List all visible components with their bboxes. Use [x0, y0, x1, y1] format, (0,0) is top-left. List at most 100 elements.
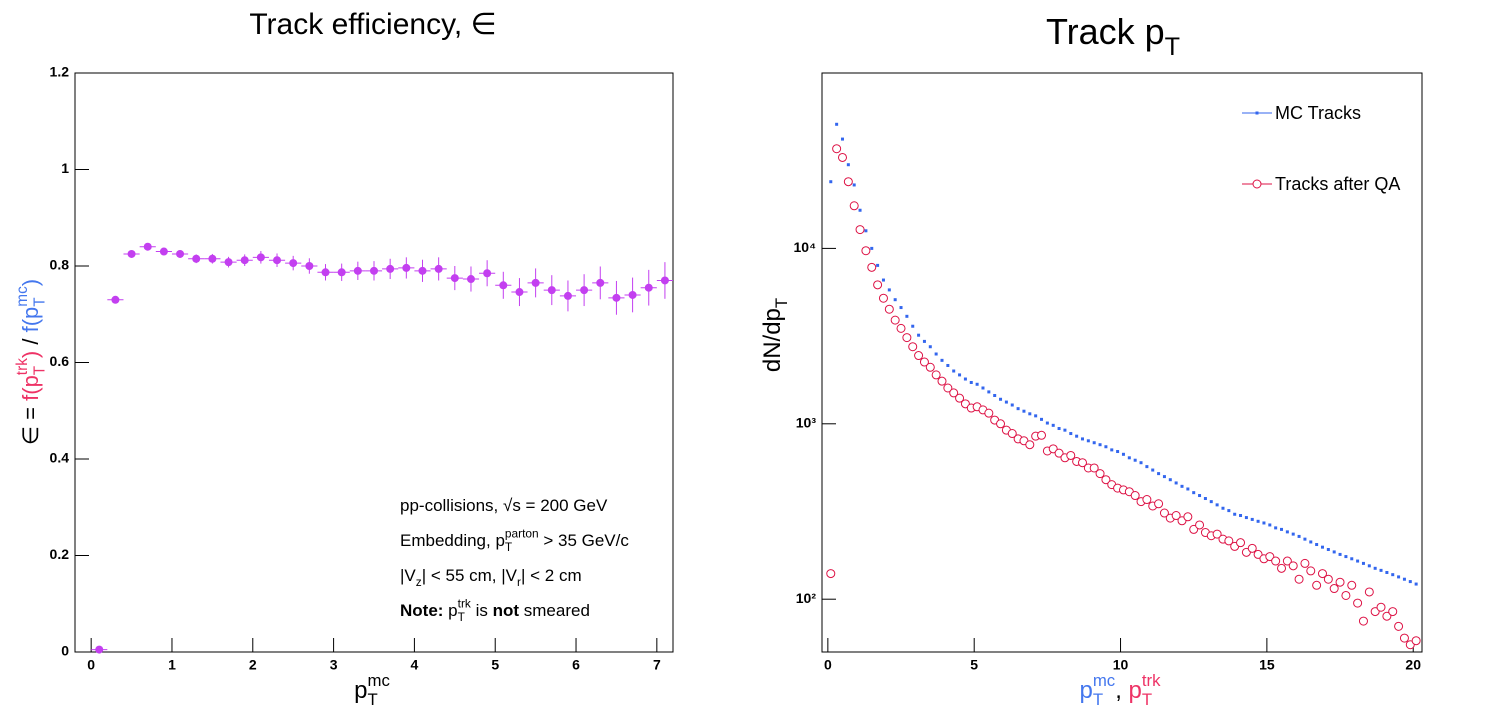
data-point	[1077, 458, 1087, 468]
data-point	[1151, 468, 1155, 472]
data-point	[1195, 520, 1205, 530]
text-part: T	[772, 298, 791, 308]
data-point	[993, 393, 997, 397]
data-point	[905, 314, 909, 318]
text-part: mc	[1093, 671, 1115, 690]
data-point	[1069, 432, 1073, 436]
annotation: Embedding, pTparton > 35 GeV/c	[400, 527, 629, 555]
data-point	[849, 201, 859, 211]
data-point	[878, 293, 888, 303]
x-tick-label: 10	[1113, 657, 1129, 673]
data-point	[1025, 440, 1035, 450]
data-point	[1303, 537, 1307, 541]
data-point	[1192, 491, 1196, 495]
data-point	[1168, 478, 1172, 482]
chart-title: Track efficiency, ∈	[249, 8, 496, 41]
data-point	[1370, 607, 1380, 617]
data-point	[1016, 407, 1020, 411]
data-point	[1247, 543, 1257, 553]
data-point	[353, 266, 362, 275]
text-part: mc	[14, 286, 31, 307]
text-part: not	[493, 601, 520, 620]
text-part: is	[471, 601, 493, 620]
data-point	[450, 274, 459, 283]
data-point	[1054, 448, 1064, 458]
data-point	[1347, 580, 1357, 590]
data-point	[1174, 481, 1178, 485]
y-tick-label: 10²	[796, 590, 817, 606]
data-point	[963, 377, 967, 381]
data-point	[1198, 494, 1202, 498]
data-point	[1057, 427, 1061, 431]
text-part: mc	[367, 671, 389, 690]
text-part: smeared	[519, 601, 590, 620]
data-point	[1028, 412, 1032, 416]
data-point	[612, 293, 621, 302]
data-point	[1256, 519, 1260, 523]
text-part: trk	[458, 597, 471, 611]
data-point	[911, 324, 915, 328]
text-part: p	[443, 601, 457, 620]
data-point	[1326, 548, 1330, 552]
data-point	[946, 363, 950, 367]
data-point	[1051, 423, 1055, 427]
data-point	[837, 152, 847, 162]
y-tick-label: 0.6	[50, 353, 70, 369]
data-point	[176, 249, 185, 258]
data-point	[884, 304, 894, 314]
data-point	[896, 323, 906, 333]
text-part: | < 2 cm	[521, 566, 582, 585]
data-point	[192, 254, 201, 263]
data-point	[660, 276, 669, 285]
plot-frame	[821, 72, 1423, 653]
data-point	[1382, 611, 1392, 621]
data-point	[1037, 430, 1047, 440]
data-point	[1291, 532, 1295, 536]
data-point	[1224, 536, 1234, 546]
data-point	[1341, 590, 1351, 600]
data-point	[370, 266, 378, 275]
data-point	[931, 370, 941, 380]
text-part: trk	[14, 358, 31, 375]
text-part: p	[1129, 677, 1142, 704]
data-point	[596, 278, 605, 287]
data-point	[273, 256, 282, 265]
text-part: T	[1142, 690, 1152, 709]
data-point	[873, 280, 883, 290]
data-point	[949, 388, 959, 398]
annotation: Note: pTtrk is not smeared	[400, 597, 590, 625]
data-point	[434, 264, 443, 273]
data-point	[386, 264, 395, 273]
data-point	[864, 229, 868, 233]
data-point	[531, 278, 540, 287]
data-point	[1353, 598, 1363, 608]
y-tick-label: 0.2	[50, 546, 70, 562]
data-point	[1101, 475, 1111, 485]
data-point	[1159, 508, 1169, 518]
data-point	[846, 163, 850, 167]
text-part: pp-collisions, √s = 200 GeV	[400, 496, 608, 515]
data-point	[1121, 452, 1125, 456]
data-point	[914, 351, 924, 361]
data-point	[1089, 463, 1099, 473]
data-point	[1007, 429, 1017, 439]
data-point	[940, 358, 944, 362]
data-point	[1297, 534, 1301, 538]
data-point	[937, 376, 947, 386]
data-point	[1385, 570, 1389, 574]
data-point	[852, 183, 856, 187]
text-part: Note:	[400, 601, 443, 620]
annotation: pp-collisions, √s = 200 GeV	[400, 496, 608, 515]
data-point	[1411, 636, 1421, 646]
data-point	[1110, 448, 1114, 452]
data-point	[1116, 450, 1120, 454]
data-point	[934, 352, 938, 356]
text-part: > 35 GeV/c	[539, 531, 630, 550]
text-part: dN/dp	[759, 308, 786, 372]
data-point	[1048, 444, 1058, 454]
text-part: )	[18, 279, 43, 286]
data-point	[832, 144, 842, 154]
data-point	[1317, 569, 1327, 579]
data-point	[955, 393, 965, 403]
